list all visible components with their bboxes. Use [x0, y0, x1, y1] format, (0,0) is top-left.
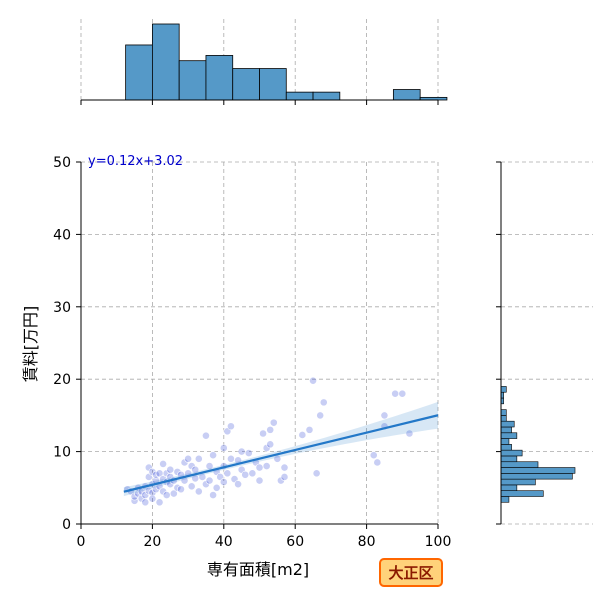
data-point — [169, 489, 178, 498]
hist-bar — [500, 478, 536, 486]
data-point — [280, 463, 289, 472]
data-point — [373, 458, 382, 467]
hist-bar — [392, 89, 421, 101]
hist-bar — [500, 420, 515, 428]
y-tick-label: 30 — [53, 300, 71, 316]
data-point — [223, 469, 232, 478]
data-point — [309, 376, 317, 385]
data-point — [227, 422, 235, 431]
data-point — [141, 498, 150, 507]
hist-bar — [500, 484, 518, 491]
data-point — [255, 476, 264, 485]
badge-box — [379, 558, 443, 587]
data-point — [227, 454, 235, 463]
x-tick-label: 20 — [143, 534, 161, 550]
regression-line — [123, 414, 439, 493]
data-point — [266, 440, 275, 449]
hist-bar — [259, 68, 287, 101]
data-point — [298, 431, 307, 439]
data-point — [237, 447, 246, 456]
hist-bar — [500, 461, 539, 468]
y-tick-label: 0 — [62, 517, 71, 533]
data-point — [248, 469, 257, 478]
data-point — [259, 429, 267, 438]
data-point — [244, 449, 253, 457]
data-point — [369, 451, 378, 460]
hist-bar — [500, 455, 518, 463]
hist-bar — [500, 444, 512, 451]
data-point — [155, 498, 164, 507]
data-point — [212, 483, 221, 492]
data-point — [405, 429, 414, 438]
y-tick-label: 10 — [53, 445, 71, 461]
y-tick-label: 40 — [53, 227, 71, 243]
hist-bar — [232, 68, 260, 101]
hist-bar — [500, 490, 544, 497]
hist-bar — [500, 449, 523, 457]
hist-bar — [205, 55, 234, 101]
data-point — [187, 482, 196, 491]
x-tick-label: 100 — [425, 534, 452, 550]
data-point — [148, 494, 157, 503]
data-point — [255, 463, 264, 472]
y-tick-label: 20 — [53, 372, 71, 388]
data-point — [280, 473, 289, 481]
data-point — [194, 454, 203, 463]
x-tick-label: 0 — [77, 534, 86, 550]
data-point — [269, 418, 278, 427]
data-point — [262, 462, 271, 470]
data-point — [159, 460, 168, 468]
x-axis-title: 専有面積[m2] — [207, 560, 309, 579]
data-point — [398, 389, 407, 398]
x-tick-label: 60 — [286, 534, 304, 550]
hist-bar — [500, 438, 510, 445]
data-point — [305, 425, 314, 434]
data-point — [177, 485, 185, 494]
district-badge: 大正区 — [379, 558, 443, 587]
hist-bar — [500, 432, 518, 439]
regression-equation: y=0.12x+3.02 — [88, 154, 183, 169]
data-point — [166, 465, 175, 474]
data-point — [202, 431, 210, 440]
data-point — [219, 478, 228, 486]
hist-bar — [500, 409, 507, 416]
x-tick-label: 80 — [358, 534, 376, 550]
right-histogram — [496, 161, 593, 525]
data-point — [130, 496, 139, 505]
hist-bar — [312, 91, 341, 101]
data-point — [194, 487, 203, 496]
hist-bar — [500, 386, 507, 393]
data-point — [241, 470, 250, 479]
data-point — [205, 462, 214, 470]
hist-bar — [285, 91, 314, 101]
data-point — [162, 491, 171, 499]
hist-bar — [500, 426, 512, 434]
hist-bar — [151, 23, 180, 101]
scatter-plot: 0 20 40 60 80 100 0 10 20 30 40 50 — [53, 155, 451, 550]
hist-bar — [125, 44, 153, 101]
badge-label: 大正区 — [388, 564, 433, 582]
data-point — [209, 491, 217, 499]
data-point — [391, 389, 400, 398]
data-point — [209, 451, 217, 460]
hist-bar — [500, 473, 573, 480]
data-point — [219, 444, 228, 452]
data-point — [312, 469, 321, 478]
data-point — [266, 425, 275, 434]
data-point — [380, 411, 389, 420]
data-point — [205, 476, 214, 485]
y-axis-title: 賃料[万円] — [21, 306, 40, 383]
hist-bar — [500, 496, 510, 503]
y-tick-label: 50 — [53, 155, 71, 171]
hist-bar — [178, 60, 207, 101]
hist-bar — [500, 467, 576, 474]
x-tick-label: 40 — [215, 534, 233, 550]
top-histogram — [80, 19, 448, 105]
hist-bar — [500, 415, 507, 422]
data-point — [316, 411, 325, 420]
data-point — [319, 398, 328, 407]
data-point — [234, 480, 242, 489]
data-point — [184, 454, 192, 463]
